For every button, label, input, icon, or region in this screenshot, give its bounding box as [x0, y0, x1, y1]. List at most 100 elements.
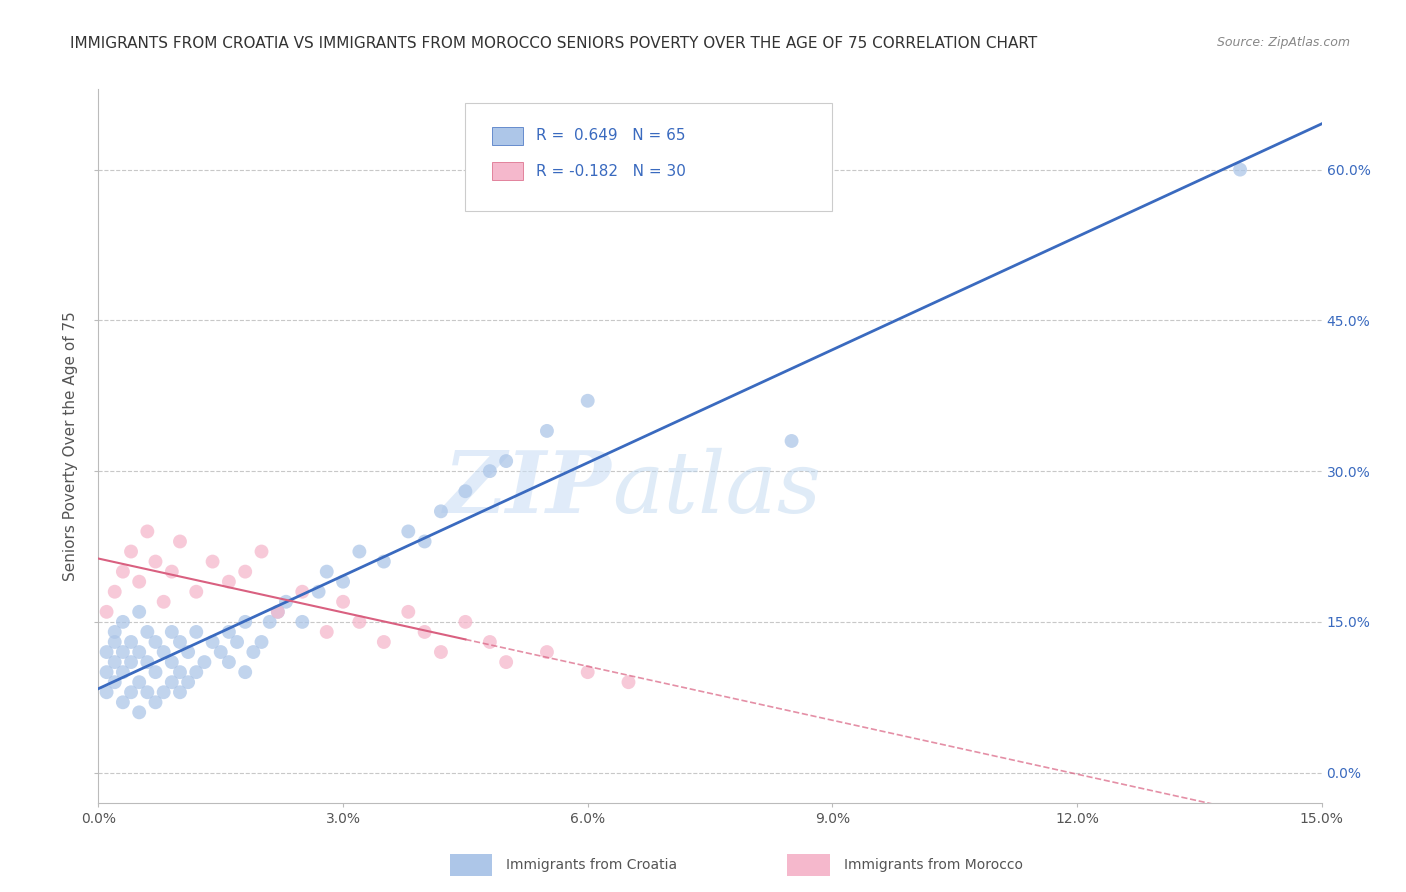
Point [96, 645, 118, 659]
Point [96, 605, 118, 619]
Point [454, 484, 477, 499]
Point [242, 645, 264, 659]
Point [169, 665, 191, 680]
Text: Immigrants from Croatia: Immigrants from Croatia [506, 858, 678, 872]
Point [267, 605, 290, 619]
Point [160, 624, 183, 639]
Point [145, 555, 167, 569]
Point [136, 624, 159, 639]
Point [536, 645, 558, 659]
Point [291, 584, 314, 599]
Point [396, 524, 419, 539]
Point [152, 595, 174, 609]
Point [186, 584, 208, 599]
Point [233, 665, 256, 680]
Text: atlas: atlas [612, 448, 821, 530]
Point [478, 635, 501, 649]
Text: Source: ZipAtlas.com: Source: ZipAtlas.com [1216, 36, 1350, 49]
Point [128, 574, 150, 589]
Point [169, 685, 191, 699]
Point [96, 685, 118, 699]
Text: IMMIGRANTS FROM CROATIA VS IMMIGRANTS FROM MOROCCO SENIORS POVERTY OVER THE AGE : IMMIGRANTS FROM CROATIA VS IMMIGRANTS FR… [70, 36, 1038, 51]
Point [413, 624, 436, 639]
Point [250, 544, 273, 558]
Point [111, 695, 134, 709]
Point [104, 624, 127, 639]
Point [396, 605, 419, 619]
Point [349, 544, 371, 558]
Text: R = -0.182   N = 30: R = -0.182 N = 30 [536, 164, 686, 178]
Point [186, 665, 208, 680]
Point [120, 544, 142, 558]
Point [169, 534, 191, 549]
Point [160, 565, 183, 579]
Point [209, 645, 232, 659]
Point [111, 665, 134, 680]
Point [536, 424, 558, 438]
Point [576, 393, 599, 408]
Y-axis label: Seniors Poverty Over the Age of 75: Seniors Poverty Over the Age of 75 [63, 311, 79, 581]
FancyBboxPatch shape [492, 162, 523, 180]
FancyBboxPatch shape [492, 127, 523, 145]
Point [332, 574, 354, 589]
Point [349, 615, 371, 629]
Point [177, 675, 200, 690]
Point [478, 464, 501, 478]
Text: Immigrants from Morocco: Immigrants from Morocco [844, 858, 1022, 872]
Point [104, 635, 127, 649]
Point [413, 534, 436, 549]
Point [315, 565, 337, 579]
Point [145, 635, 167, 649]
Point [111, 565, 134, 579]
Point [218, 655, 240, 669]
Point [120, 655, 142, 669]
Point [177, 645, 200, 659]
Point [373, 635, 395, 649]
Point [136, 524, 159, 539]
Point [145, 695, 167, 709]
Point [120, 635, 142, 649]
Point [332, 595, 354, 609]
Point [1229, 162, 1251, 177]
Point [495, 655, 517, 669]
Point [218, 574, 240, 589]
Point [617, 675, 640, 690]
Point [233, 615, 256, 629]
Point [373, 555, 395, 569]
Point [780, 434, 803, 448]
Point [193, 655, 215, 669]
Point [233, 565, 256, 579]
Point [201, 635, 224, 649]
Point [218, 624, 240, 639]
Point [136, 655, 159, 669]
Point [104, 675, 127, 690]
Point [576, 665, 599, 680]
Point [128, 675, 150, 690]
Point [430, 504, 453, 518]
Point [136, 685, 159, 699]
Point [250, 635, 273, 649]
Point [169, 635, 191, 649]
Point [315, 624, 337, 639]
Point [111, 645, 134, 659]
Point [120, 685, 142, 699]
Point [152, 685, 174, 699]
Point [160, 655, 183, 669]
Point [201, 555, 224, 569]
Point [308, 584, 330, 599]
Point [267, 605, 290, 619]
Point [186, 624, 208, 639]
Point [152, 645, 174, 659]
Point [291, 615, 314, 629]
FancyBboxPatch shape [465, 103, 832, 211]
Point [104, 655, 127, 669]
Point [430, 645, 453, 659]
Point [128, 645, 150, 659]
Point [96, 665, 118, 680]
Point [259, 615, 281, 629]
Point [145, 665, 167, 680]
Text: ZIP: ZIP [444, 447, 612, 531]
Text: R =  0.649   N = 65: R = 0.649 N = 65 [536, 128, 686, 143]
Point [128, 605, 150, 619]
Point [111, 615, 134, 629]
